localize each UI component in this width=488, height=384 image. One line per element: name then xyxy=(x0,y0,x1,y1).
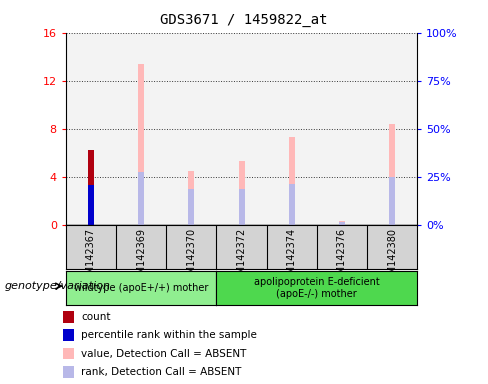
Bar xyxy=(217,33,266,225)
Bar xyxy=(166,33,217,225)
Bar xyxy=(339,221,345,225)
Text: wildtype (apoE+/+) mother: wildtype (apoE+/+) mother xyxy=(74,283,208,293)
Bar xyxy=(389,124,395,225)
Text: GSM142369: GSM142369 xyxy=(136,228,146,287)
Bar xyxy=(88,185,94,225)
Bar xyxy=(339,222,345,225)
Text: GSM142374: GSM142374 xyxy=(287,228,297,287)
Bar xyxy=(63,329,74,341)
Bar xyxy=(239,189,244,225)
Bar xyxy=(317,33,367,225)
Bar xyxy=(188,170,194,225)
Text: GSM142380: GSM142380 xyxy=(387,228,397,287)
Bar xyxy=(239,161,244,225)
Text: GSM142370: GSM142370 xyxy=(186,228,196,287)
Bar xyxy=(116,33,166,225)
Bar xyxy=(367,33,417,225)
Bar xyxy=(389,177,395,225)
Text: count: count xyxy=(81,312,111,322)
Text: GSM142372: GSM142372 xyxy=(237,228,246,287)
Text: GDS3671 / 1459822_at: GDS3671 / 1459822_at xyxy=(160,13,328,27)
Bar xyxy=(289,137,295,225)
Bar xyxy=(138,172,144,225)
Bar xyxy=(63,311,74,323)
Bar xyxy=(66,33,116,225)
Bar xyxy=(138,64,144,225)
Bar xyxy=(289,184,295,225)
Text: rank, Detection Call = ABSENT: rank, Detection Call = ABSENT xyxy=(81,367,242,377)
Bar xyxy=(188,189,194,225)
Bar xyxy=(63,348,74,359)
Text: GSM142367: GSM142367 xyxy=(86,228,96,287)
Text: genotype/variation: genotype/variation xyxy=(5,281,111,291)
Text: GSM142376: GSM142376 xyxy=(337,228,347,287)
Bar xyxy=(63,366,74,378)
Bar xyxy=(88,150,94,225)
Text: apolipoprotein E-deficient
(apoE-/-) mother: apolipoprotein E-deficient (apoE-/-) mot… xyxy=(254,277,380,299)
Text: value, Detection Call = ABSENT: value, Detection Call = ABSENT xyxy=(81,349,247,359)
Text: percentile rank within the sample: percentile rank within the sample xyxy=(81,330,257,340)
Bar xyxy=(266,33,317,225)
